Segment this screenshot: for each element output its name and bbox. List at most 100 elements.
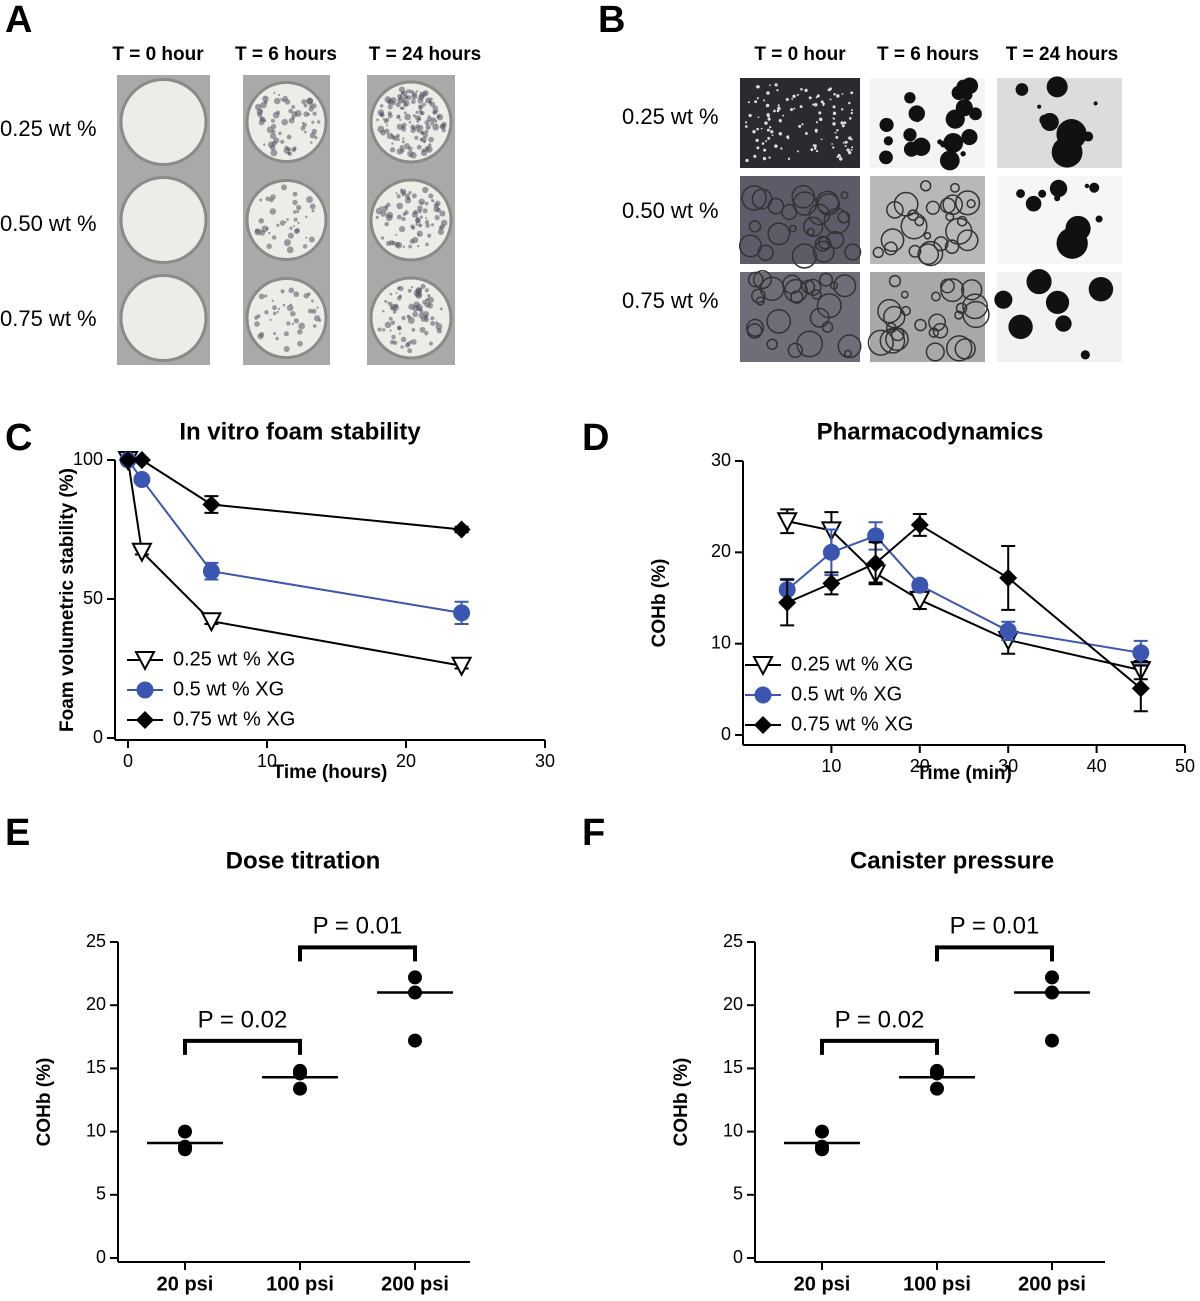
p-value: P = 0.01 [313, 913, 403, 940]
data-point [1131, 679, 1150, 698]
speck [429, 101, 436, 107]
bubble [1053, 142, 1059, 147]
speck [407, 348, 413, 354]
speck [281, 184, 288, 191]
significance-bracket [183, 1038, 302, 1055]
row-label: 0.25 wt % [622, 104, 719, 129]
speck [387, 104, 393, 110]
bubble [961, 129, 978, 146]
speck [397, 93, 403, 99]
x-tick-label: 200 psi [1018, 1273, 1086, 1295]
speck [766, 114, 770, 118]
speck [422, 208, 428, 214]
speck [435, 321, 439, 325]
speck [286, 304, 294, 312]
row-label: 0.50 wt % [622, 198, 719, 223]
speck [800, 88, 803, 91]
bubble [746, 318, 765, 337]
speck [408, 190, 412, 195]
speck [399, 118, 402, 122]
bubble [1089, 182, 1100, 193]
speck [415, 110, 419, 115]
y-tick-label: 15 [86, 1057, 106, 1077]
speck [816, 94, 820, 98]
speck [280, 289, 285, 294]
speck [292, 191, 298, 197]
data-point [200, 612, 223, 633]
speck [420, 110, 425, 116]
bubble [766, 308, 792, 334]
speck [745, 158, 749, 163]
x-axis-label: Time (hours) [273, 762, 388, 783]
speck [829, 98, 832, 101]
speck [418, 287, 423, 292]
speck [310, 299, 314, 303]
speck [425, 217, 428, 220]
speck [441, 121, 447, 128]
speck [316, 306, 319, 309]
bubble [925, 342, 945, 362]
speck [270, 118, 275, 123]
row-label: 0.50 wt % [0, 211, 97, 236]
speck [399, 106, 404, 110]
speck [269, 208, 277, 215]
speck [396, 194, 401, 199]
speck [280, 139, 285, 144]
speck [382, 309, 385, 313]
speck [397, 325, 402, 330]
speck [390, 97, 397, 104]
bubble [802, 216, 824, 237]
data-point [408, 970, 422, 985]
speck [387, 215, 390, 218]
bubble [969, 107, 982, 121]
speck [417, 205, 423, 211]
speck [402, 245, 406, 248]
speck [766, 128, 770, 132]
speck [395, 233, 398, 236]
bubble [900, 305, 911, 316]
bubble [919, 180, 932, 192]
speck [430, 320, 436, 326]
speck [270, 194, 276, 200]
speck [406, 89, 411, 94]
bubble [837, 334, 862, 359]
series-line [127, 459, 462, 614]
speck [402, 90, 408, 96]
bubble [932, 322, 949, 339]
speck [264, 294, 268, 298]
bubble [900, 290, 909, 299]
speck [792, 94, 796, 99]
legend-label: 0.75 wt % XG [791, 713, 913, 735]
bubble [747, 271, 764, 288]
speck [778, 131, 783, 136]
column-label: T = 0 hour [112, 44, 204, 65]
speck [375, 215, 379, 220]
speck [815, 121, 818, 124]
speck [400, 188, 403, 192]
speck [308, 236, 315, 243]
panel-letter: A [5, 0, 32, 41]
speck [258, 218, 265, 224]
speck [851, 109, 853, 112]
bubble [804, 278, 822, 296]
speck [281, 98, 285, 102]
bubble [925, 200, 941, 215]
speck [787, 157, 791, 160]
y-tick-label: 5 [733, 1184, 743, 1204]
bubble [914, 318, 927, 332]
speck [395, 133, 400, 138]
speck [793, 107, 796, 110]
data-point [453, 604, 471, 622]
speck [309, 132, 316, 139]
speck [284, 98, 291, 105]
bubble [888, 274, 902, 288]
speck [834, 131, 837, 134]
series-line [127, 459, 462, 667]
speck [302, 122, 307, 128]
speck [424, 330, 429, 336]
x-tick-label: 200 psi [381, 1273, 449, 1295]
speck [254, 228, 260, 234]
column-label: T = 24 hours [1006, 44, 1118, 65]
speck [435, 323, 443, 331]
p-value: P = 0.02 [835, 1006, 925, 1033]
